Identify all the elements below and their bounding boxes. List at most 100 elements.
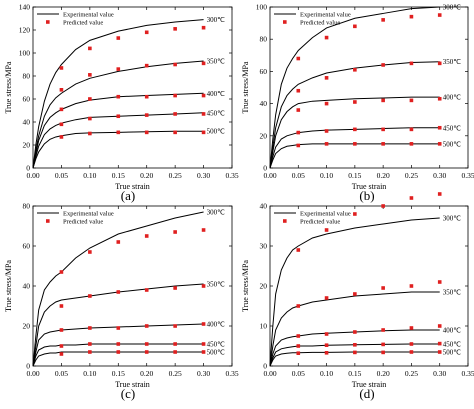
predicted-marker (144, 113, 149, 117)
predicted-marker (437, 96, 442, 101)
curve-label: 350℃ (207, 281, 226, 289)
predicted-marker (201, 25, 206, 30)
y-tick-label: 20 (260, 282, 268, 291)
predicted-marker (201, 350, 206, 354)
predicted-marker (381, 63, 385, 67)
predicted-marker (201, 228, 206, 232)
predicted-marker (296, 143, 301, 148)
x-tick-label: 0.10 (320, 171, 333, 180)
predicted-marker (144, 234, 149, 238)
predicted-marker (116, 114, 121, 119)
experimental-curve (269, 343, 440, 367)
predicted-marker (116, 290, 121, 294)
y-tick-label: 40 (23, 282, 31, 291)
predicted-marker (201, 112, 206, 116)
x-tick-label: 0.20 (377, 369, 390, 378)
y-tick-label: 20 (23, 322, 31, 331)
curve-label: 400℃ (443, 94, 462, 102)
predicted-marker (324, 228, 329, 232)
predicted-marker (353, 330, 357, 334)
predicted-marker (324, 129, 329, 133)
predicted-marker (144, 130, 149, 135)
predicted-marker (409, 61, 414, 66)
predicted-marker (173, 342, 177, 346)
experimental-curve (32, 343, 204, 367)
x-tick-label: 0.25 (169, 171, 182, 180)
experimental-curve (32, 19, 204, 169)
predicted-marker (144, 63, 149, 68)
predicted-marker (324, 76, 329, 80)
panel-label: (a) (121, 188, 135, 203)
panel-c: 0.00 0.05 0.10 0.15 0.20 0.25 0.30 0.35 0 20 40 60 8… (4, 202, 239, 402)
y-axis-title: True stress/MPa (4, 260, 13, 312)
predicted-marker (296, 344, 301, 348)
panel-a: 0.00 0.05 0.10 0.15 0.20 0.25 0.30 0.35 0 20 40 60 8… (4, 3, 239, 204)
curve-label: 300℃ (443, 215, 462, 223)
experimental-curve (269, 217, 440, 367)
curve-label: 400℃ (443, 327, 462, 335)
predicted-marker (59, 352, 64, 356)
x-axis-title: True strain (352, 182, 387, 191)
y-tick-label: 40 (23, 118, 31, 127)
predicted-marker (144, 94, 149, 99)
predicted-marker (88, 131, 92, 136)
predicted-marker (59, 270, 64, 274)
curve-label: 350℃ (443, 289, 462, 297)
predicted-marker (116, 342, 121, 346)
plot-frame (32, 6, 233, 169)
y-tick-label: 80 (260, 35, 268, 44)
y-tick-label: 0 (26, 164, 30, 173)
x-tick-label: 0.15 (112, 171, 125, 180)
predicted-marker (201, 322, 206, 326)
predicted-marker (144, 324, 149, 328)
curve-label: 450℃ (207, 341, 226, 349)
x-tick-label: 0.25 (405, 171, 418, 180)
x-tick-label: 0.00 (26, 171, 39, 180)
predicted-marker (88, 350, 92, 354)
predicted-marker (88, 73, 92, 77)
experimental-curve (32, 112, 204, 169)
predicted-marker (88, 250, 92, 254)
predicted-marker (437, 125, 442, 130)
predicted-marker (201, 93, 206, 98)
predicted-marker (353, 127, 357, 132)
predicted-marker (201, 61, 206, 66)
y-tick-label: 60 (260, 67, 268, 76)
predicted-marker (173, 230, 177, 234)
x-tick-label: 0.15 (348, 171, 361, 180)
predicted-marker (353, 212, 357, 216)
predicted-marker (59, 304, 64, 308)
x-axis-title: True strain (352, 380, 387, 389)
predicted-marker (59, 344, 64, 348)
predicted-marker (381, 350, 385, 355)
predicted-marker (173, 93, 177, 98)
predicted-marker (409, 342, 414, 346)
curve-label: 500℃ (207, 349, 226, 357)
predicted-marker (409, 196, 414, 200)
curve-label: 300℃ (207, 16, 226, 24)
y-tick-label: 0 (263, 362, 267, 371)
predicted-marker (59, 107, 64, 112)
x-tick-label: 0.10 (83, 171, 96, 180)
y-tick-label: 40 (260, 202, 268, 211)
predicted-marker (409, 142, 414, 146)
predicted-marker (324, 343, 329, 347)
x-tick-label: 0.15 (348, 369, 361, 378)
curve-label: 350℃ (443, 58, 462, 66)
predicted-marker (88, 294, 92, 298)
predicted-marker (59, 88, 64, 92)
curve-label: 500℃ (443, 140, 462, 148)
x-tick-label: 0.35 (225, 369, 238, 378)
predicted-marker (409, 127, 414, 132)
predicted-marker (381, 342, 385, 347)
predicted-marker (144, 30, 149, 35)
predicted-marker (437, 61, 442, 66)
predicted-marker (116, 36, 121, 40)
predicted-marker (437, 13, 442, 17)
predicted-marker (116, 350, 121, 354)
predicted-marker (296, 351, 301, 355)
legend-marker-swatch (46, 20, 50, 24)
y-tick-label: 30 (260, 242, 268, 251)
curve-label: 350℃ (207, 58, 226, 66)
legend-marker-swatch (46, 219, 50, 223)
